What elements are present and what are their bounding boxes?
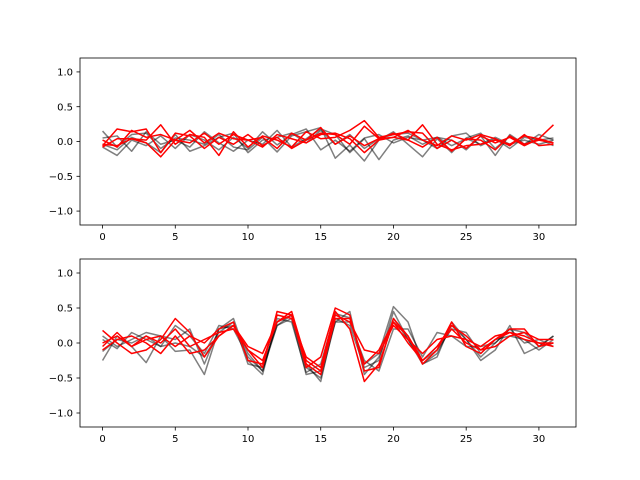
y-tick-label-4: 1.0 bbox=[57, 68, 73, 79]
red-series-line-5 bbox=[102, 310, 554, 383]
series-group bbox=[101, 119, 554, 162]
x-tick-label-15: 15 bbox=[314, 232, 327, 243]
x-tick-label-30: 30 bbox=[533, 434, 546, 445]
red-series-line-6 bbox=[102, 310, 554, 372]
y-tick-label-3: 0.5 bbox=[57, 102, 73, 113]
x-tick-label-10: 10 bbox=[242, 232, 255, 243]
red-series-line-7 bbox=[102, 314, 554, 376]
x-tick-label-5: 5 bbox=[172, 232, 178, 243]
y-tick-label-2: 0.0 bbox=[57, 339, 73, 350]
red-series-line-4 bbox=[101, 126, 554, 154]
series-group bbox=[101, 305, 554, 383]
x-tick-label-0: 0 bbox=[99, 232, 105, 243]
subplot-top: 0 5 10 15 20 25 30 −1.0 −0.5 0.0 0.5 1.0 bbox=[49, 57, 577, 243]
x-tick-label-30: 30 bbox=[533, 232, 546, 243]
x-tick-label-15: 15 bbox=[314, 434, 327, 445]
y-tick-label-0: −1.0 bbox=[49, 409, 73, 420]
x-tick-label-0: 0 bbox=[99, 434, 105, 445]
x-tick-label-10: 10 bbox=[242, 434, 255, 445]
y-tick-label-1: −0.5 bbox=[49, 374, 73, 385]
y-tick-label-1: −0.5 bbox=[49, 172, 73, 183]
red-series-line-7 bbox=[102, 124, 554, 158]
x-tick-label-20: 20 bbox=[387, 434, 400, 445]
y-tick-label-2: 0.0 bbox=[57, 137, 73, 148]
x-tick-label-25: 25 bbox=[460, 434, 473, 445]
x-tick-label-20: 20 bbox=[387, 232, 400, 243]
x-tick-label-5: 5 bbox=[172, 434, 178, 445]
subplot-bottom: 0 5 10 15 20 25 30 −1.0 −0.5 0.0 0.5 1.0 bbox=[49, 258, 577, 445]
red-series-line-4 bbox=[102, 307, 554, 372]
y-tick-label-3: 0.5 bbox=[57, 304, 73, 315]
red-series-line-5 bbox=[102, 119, 554, 157]
y-tick-label-0: −1.0 bbox=[49, 207, 73, 218]
x-tick-label-25: 25 bbox=[460, 232, 473, 243]
y-tick-label-4: 1.0 bbox=[57, 269, 73, 280]
